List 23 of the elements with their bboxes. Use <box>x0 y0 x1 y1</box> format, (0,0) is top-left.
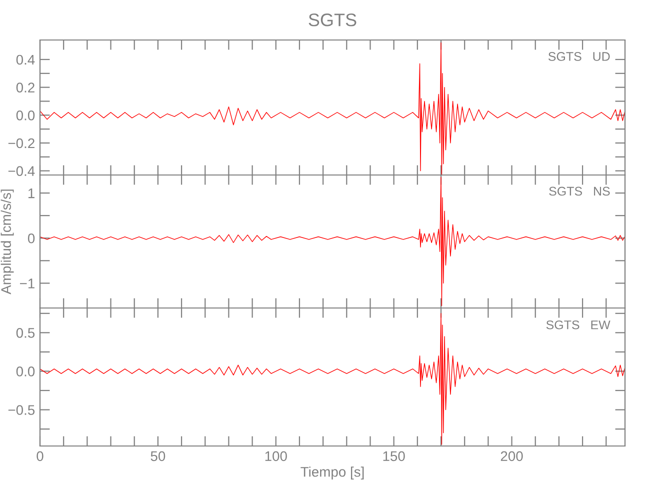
y-tick-label: −0.5 <box>8 405 35 415</box>
annotation: SGTS UD <box>548 52 610 61</box>
x-tick-label: 50 <box>150 451 166 462</box>
y-tick-label: 0.5 <box>16 328 35 338</box>
annotation: SGTS EW <box>546 320 610 330</box>
x-axis-title: Tiempo [s] <box>300 466 364 480</box>
y-tick-label: −0.2 <box>8 138 34 148</box>
y-tick-label: 0.4 <box>16 54 35 65</box>
y-tick-label: −0.4 <box>8 166 35 176</box>
chart-title: SGTS <box>308 14 356 26</box>
y-tick-label: 0.0 <box>16 110 35 120</box>
annotation: SGTS NS <box>549 186 610 196</box>
x-tick-label: 200 <box>500 451 523 462</box>
y-tick-label: 0.2 <box>16 82 34 92</box>
y-tick-label: −1 <box>20 278 34 288</box>
y-tick-label: 1 <box>28 188 34 198</box>
x-tick-label: 150 <box>383 451 405 462</box>
y-tick-label: 0 <box>28 233 35 244</box>
line-series <box>40 176 625 306</box>
y-tick-label: 0.0 <box>16 366 35 376</box>
x-tick-label: 100 <box>265 451 287 462</box>
x-tick-label: 0 <box>36 451 44 462</box>
y-axis-title: Amplitud [cm/s/s] <box>0 190 14 294</box>
